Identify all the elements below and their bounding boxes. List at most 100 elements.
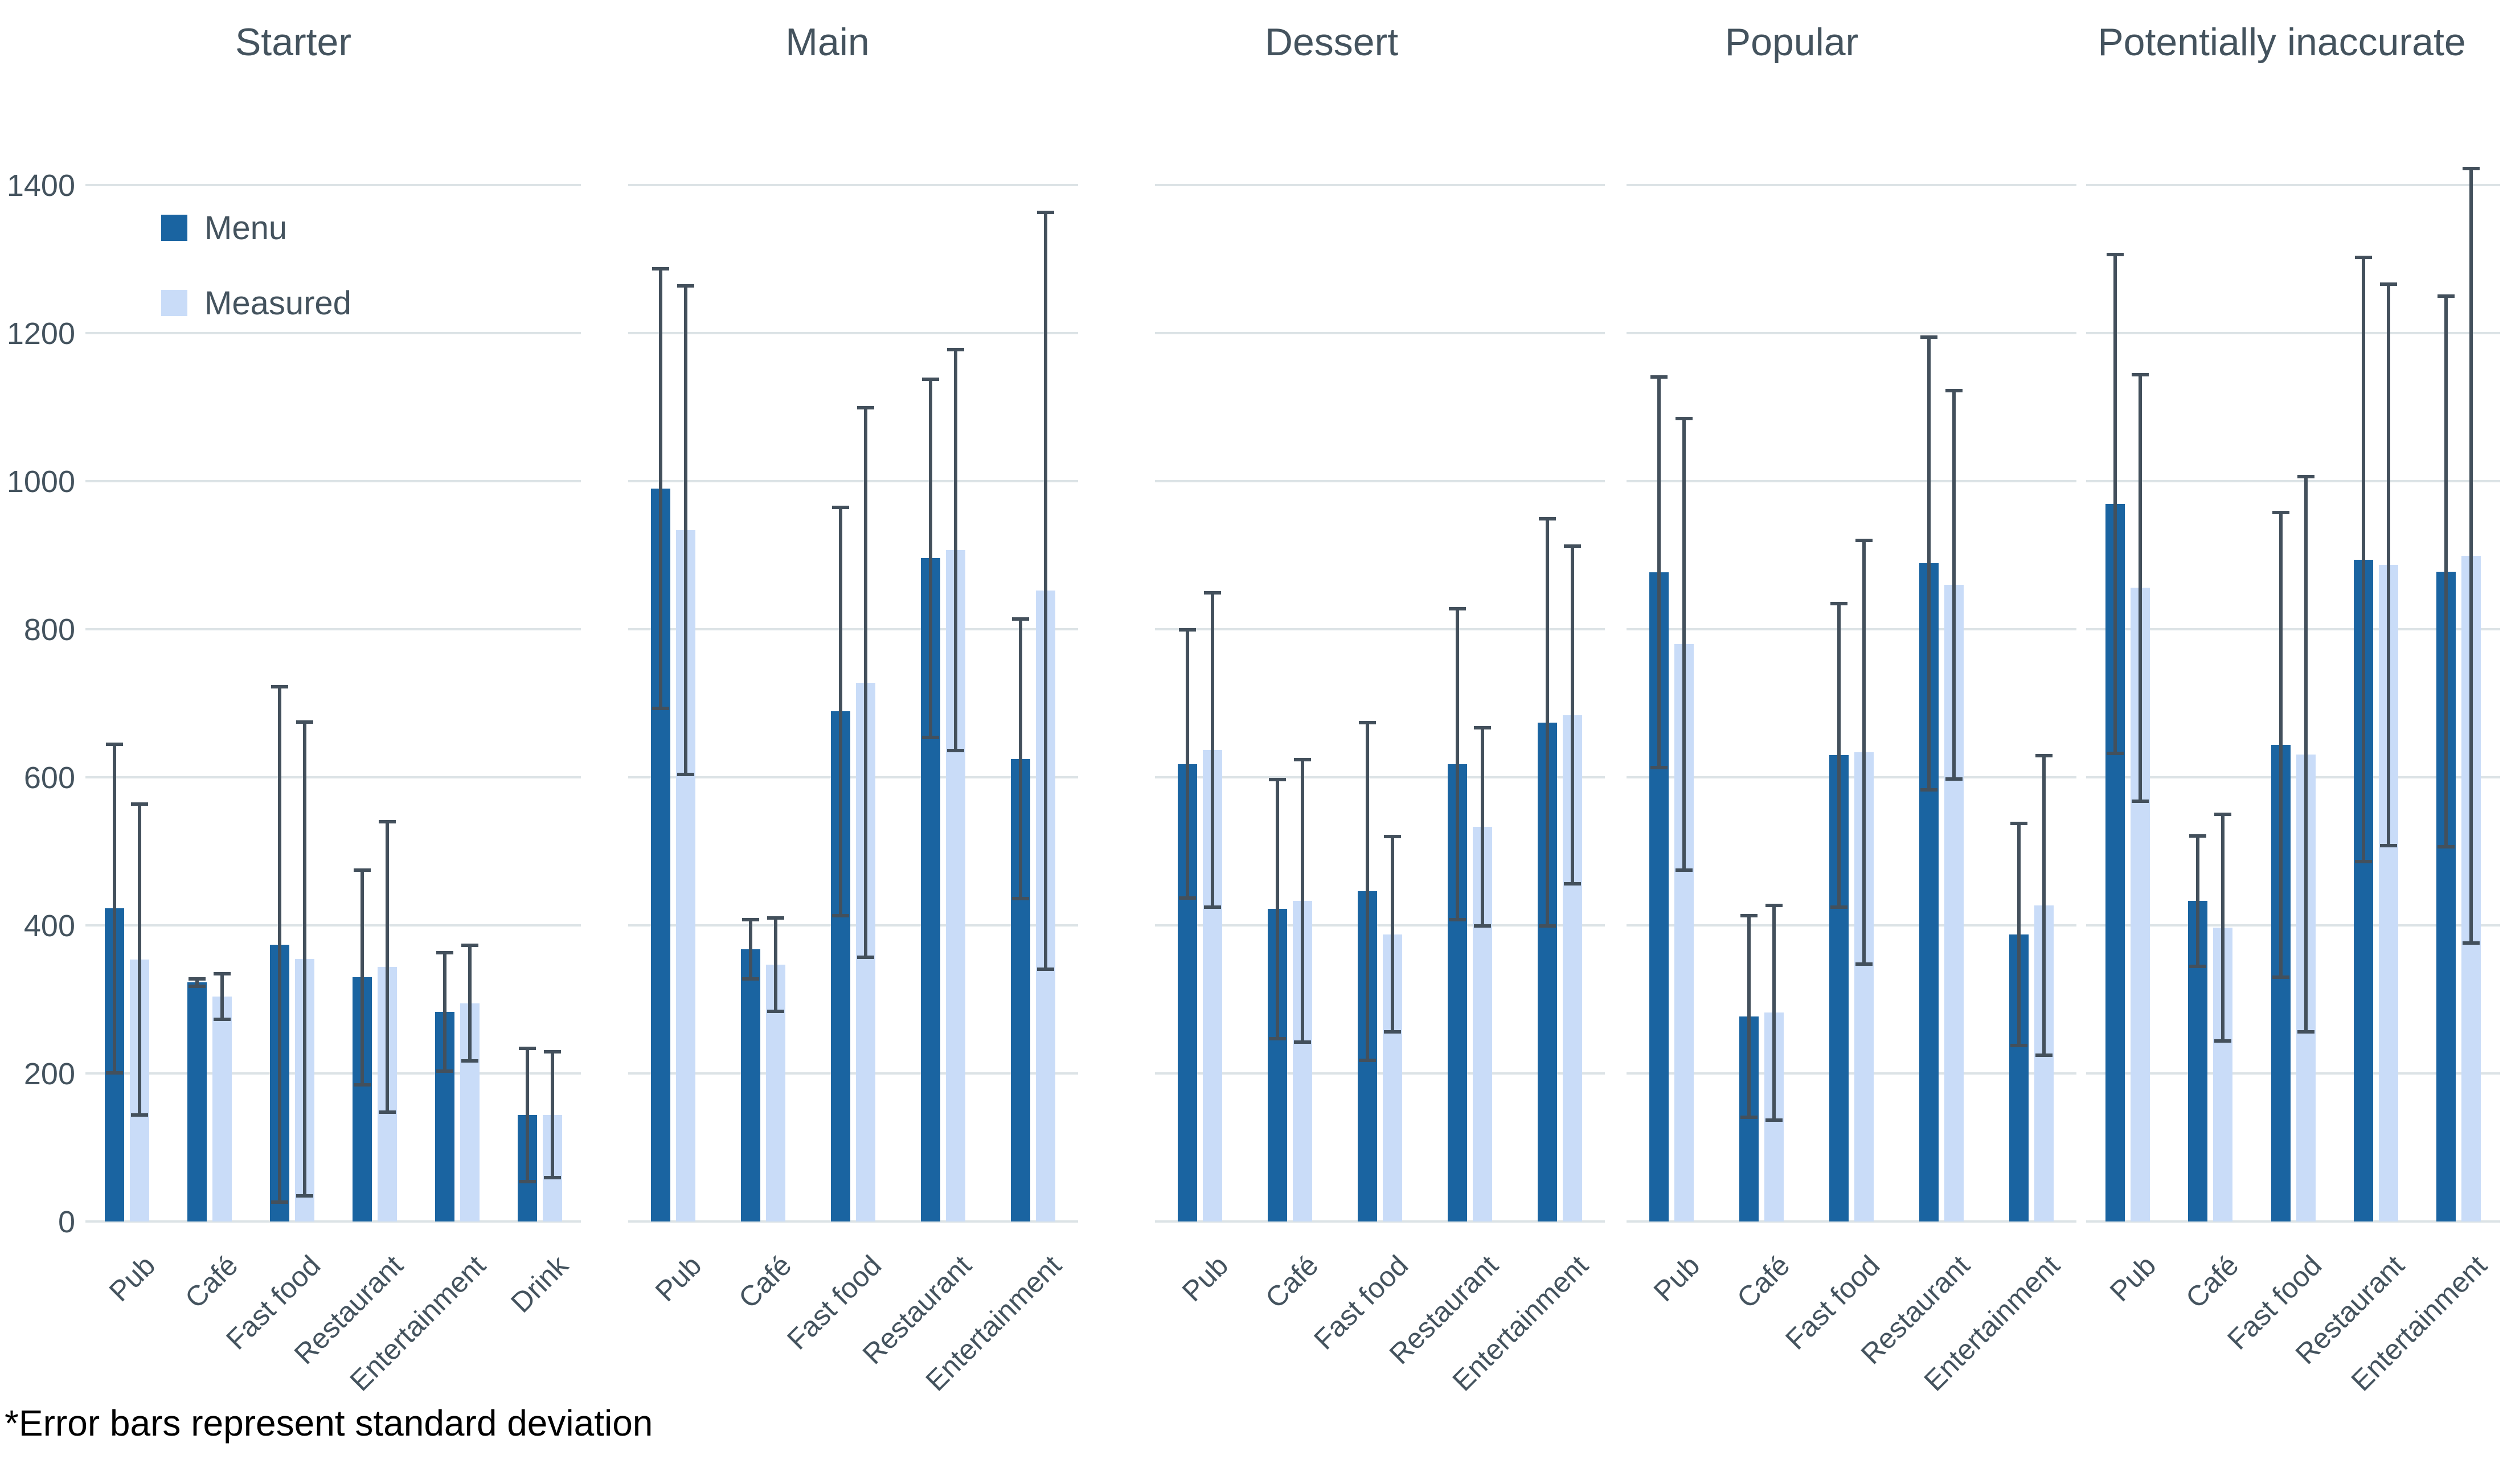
error-bar-top-cap xyxy=(2189,834,2207,838)
error-bar-bottom-cap xyxy=(857,955,874,959)
error-bar xyxy=(839,507,842,916)
error-bar xyxy=(929,379,932,737)
error-bar xyxy=(1044,212,1047,969)
error-bar xyxy=(1952,391,1956,779)
error-bar-bottom-cap xyxy=(436,1069,453,1073)
error-bar-bottom-cap xyxy=(2189,964,2207,968)
gridline xyxy=(2086,628,2500,630)
gridline xyxy=(2086,184,2500,186)
error-bar xyxy=(1276,779,1279,1039)
menu-bar-café xyxy=(187,982,207,1221)
error-bar xyxy=(954,349,957,751)
error-bar-top-cap xyxy=(543,1050,561,1054)
error-bar-top-cap xyxy=(922,377,939,381)
y-axis-tick-label: 600 xyxy=(23,761,75,795)
error-bar xyxy=(195,978,199,986)
error-bar xyxy=(1019,618,1022,899)
error-bar-bottom-cap xyxy=(1650,766,1668,770)
y-axis-tick-label: 1400 xyxy=(6,169,75,203)
legend-item-measured: Measured xyxy=(161,276,351,330)
error-bar xyxy=(1747,916,1751,1117)
error-bar-bottom-cap xyxy=(1179,896,1196,900)
error-bar-bottom-cap xyxy=(947,749,964,753)
error-bar-top-cap xyxy=(2131,372,2149,376)
legend-label-measured: Measured xyxy=(204,284,351,322)
error-bar-top-cap xyxy=(461,944,478,948)
error-bar-top-cap xyxy=(652,267,669,270)
error-bar-top-cap xyxy=(1204,591,1221,595)
panel-title: Main xyxy=(785,21,870,64)
gridline xyxy=(1155,924,1605,927)
error-bar-bottom-cap xyxy=(1945,777,1963,781)
error-bar xyxy=(1391,837,1394,1032)
legend-swatch-measured-icon xyxy=(161,290,187,316)
gridline xyxy=(628,924,1078,927)
error-bar-bottom-cap xyxy=(922,735,939,739)
gridline xyxy=(1627,924,2076,927)
gridline xyxy=(1627,628,2076,630)
gridline xyxy=(628,480,1078,482)
panel-title: Starter xyxy=(235,21,352,64)
gridline xyxy=(1155,480,1605,482)
gridline xyxy=(628,1072,1078,1075)
error-bar xyxy=(1571,546,1574,884)
error-bar-top-cap xyxy=(832,505,849,509)
error-bar-top-cap xyxy=(436,951,453,955)
error-bar-bottom-cap xyxy=(461,1059,478,1063)
error-bar-bottom-cap xyxy=(742,977,759,981)
error-bar-top-cap xyxy=(1269,777,1286,781)
error-bar-top-cap xyxy=(1945,389,1963,393)
gridline xyxy=(1155,1220,1605,1223)
gridline xyxy=(85,1072,581,1075)
error-bar-top-cap xyxy=(947,347,964,351)
error-bar-top-cap xyxy=(271,685,288,689)
error-bar-bottom-cap xyxy=(2010,1043,2027,1047)
error-bar-bottom-cap xyxy=(652,707,669,711)
error-bar xyxy=(1301,759,1304,1043)
error-bar-top-cap xyxy=(1474,725,1491,729)
legend-item-menu: Menu xyxy=(161,200,351,255)
error-bar-top-cap xyxy=(1564,544,1581,548)
legend-swatch-menu-icon xyxy=(161,215,187,241)
error-bar xyxy=(1366,722,1369,1060)
error-bar-bottom-cap xyxy=(296,1194,313,1198)
error-bar-top-cap xyxy=(2214,813,2232,816)
error-bar-bottom-cap xyxy=(2379,843,2397,847)
gridline xyxy=(1155,1072,1605,1075)
error-bar xyxy=(2138,374,2142,801)
y-axis-tick-label: 1000 xyxy=(6,465,75,499)
error-bar-bottom-cap xyxy=(767,1009,784,1013)
error-bar-top-cap xyxy=(1855,539,1873,542)
error-bar-bottom-cap xyxy=(2272,975,2289,979)
error-bar-top-cap xyxy=(2297,475,2314,479)
error-bar xyxy=(525,1048,529,1182)
error-bar xyxy=(1862,540,1866,964)
error-bar xyxy=(137,804,141,1115)
y-axis-tick-label: 0 xyxy=(58,1205,75,1239)
error-bar-top-cap xyxy=(378,820,396,823)
error-bar-top-cap xyxy=(2463,167,2480,171)
error-bar-top-cap xyxy=(1765,903,1783,907)
error-bar xyxy=(1927,337,1931,790)
error-bar xyxy=(302,721,306,1196)
error-bar xyxy=(2113,255,2117,754)
error-bar xyxy=(864,408,867,957)
error-bar-top-cap xyxy=(1539,517,1556,521)
error-bar xyxy=(2304,477,2308,1032)
error-bar-top-cap xyxy=(213,971,231,975)
error-bar-bottom-cap xyxy=(130,1113,148,1117)
error-bar-bottom-cap xyxy=(105,1071,123,1075)
error-bar xyxy=(2221,814,2225,1041)
error-bar xyxy=(774,918,777,1011)
error-bar-bottom-cap xyxy=(1564,882,1581,886)
gridline xyxy=(628,332,1078,334)
error-bar xyxy=(1456,608,1459,920)
error-bar-bottom-cap xyxy=(1294,1040,1311,1044)
error-bar xyxy=(2279,512,2283,977)
gridline xyxy=(1627,1220,2076,1223)
gridline xyxy=(1155,628,1605,630)
error-bar-bottom-cap xyxy=(1830,905,1847,909)
error-bar-top-cap xyxy=(2035,754,2053,758)
panel-title: Popular xyxy=(1724,21,1859,64)
error-bar xyxy=(1682,418,1686,870)
